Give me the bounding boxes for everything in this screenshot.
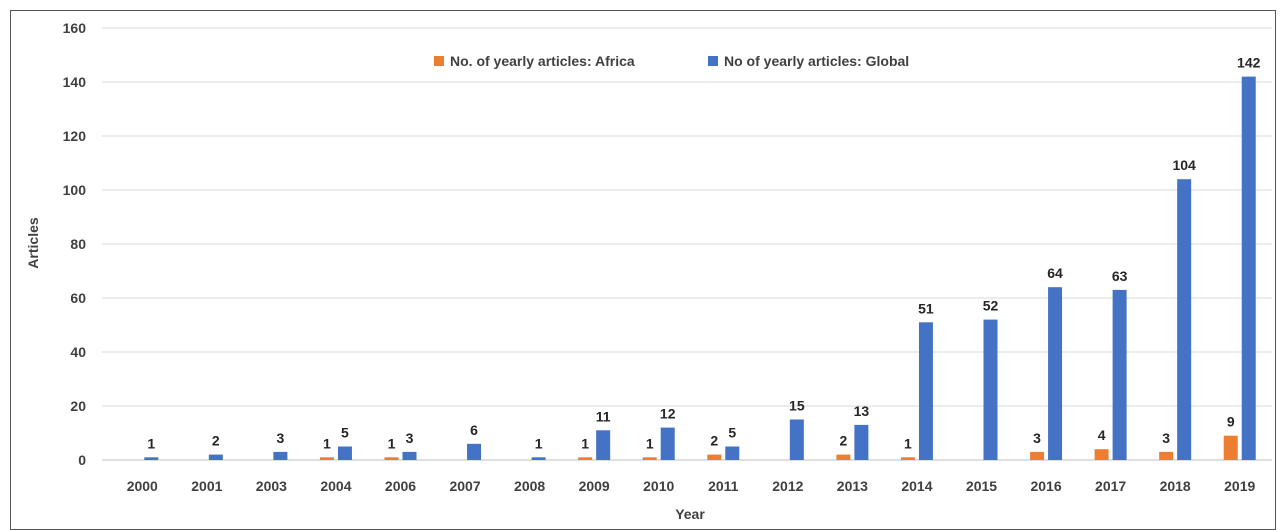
x-tick-label: 2003 xyxy=(256,478,287,494)
x-tick-label: 2001 xyxy=(191,478,222,494)
data-label-global-2000: 1 xyxy=(147,435,155,451)
data-label-global-2007: 6 xyxy=(470,422,478,438)
x-tick-label: 2012 xyxy=(772,478,803,494)
bar-global-2012 xyxy=(789,419,804,460)
bar-global-2000 xyxy=(144,457,159,460)
data-label-africa-2013: 2 xyxy=(839,433,847,449)
data-label-africa-2010: 1 xyxy=(646,435,654,451)
data-label-africa-2004: 1 xyxy=(323,435,331,451)
data-label-global-2017: 63 xyxy=(1112,268,1128,284)
bar-global-2003 xyxy=(273,451,288,460)
data-label-global-2014: 51 xyxy=(918,300,934,316)
data-label-global-2010: 12 xyxy=(660,406,676,422)
x-tick-label: 2008 xyxy=(514,478,545,494)
legend-swatch-africa xyxy=(434,56,444,66)
x-tick-label: 2009 xyxy=(579,478,610,494)
bar-africa-2016 xyxy=(1030,451,1045,460)
x-axis-title: Year xyxy=(675,506,705,522)
legend: No. of yearly articles: Africa No of yea… xyxy=(434,53,909,69)
data-label-global-2001: 2 xyxy=(212,433,220,449)
bar-global-2006 xyxy=(402,451,417,460)
y-tick-label: 160 xyxy=(63,20,87,36)
y-tick-label: 120 xyxy=(63,128,87,144)
bar-africa-2004 xyxy=(319,457,334,460)
y-axis-title: Articles xyxy=(25,217,41,269)
x-tick-label: 2006 xyxy=(385,478,416,494)
bar-global-2004 xyxy=(337,446,352,460)
data-label-africa-2014: 1 xyxy=(904,435,912,451)
bar-africa-2013 xyxy=(836,454,851,460)
bar-africa-2014 xyxy=(900,457,915,460)
y-tick-label: 20 xyxy=(70,398,86,414)
y-tick-label: 40 xyxy=(70,344,86,360)
y-tick-label: 0 xyxy=(78,452,86,468)
x-tick-label: 2017 xyxy=(1095,478,1126,494)
y-tick-label: 80 xyxy=(70,236,86,252)
x-tick-label: 2004 xyxy=(320,478,351,494)
bar-global-2010 xyxy=(660,427,675,460)
bar-global-2008 xyxy=(531,457,546,460)
x-tick-label: 2015 xyxy=(966,478,997,494)
legend-label-africa: No. of yearly articles: Africa xyxy=(450,53,635,69)
data-label-global-2011: 5 xyxy=(728,425,736,441)
bar-africa-2009 xyxy=(578,457,593,460)
bar-global-2014 xyxy=(918,322,933,460)
data-label-africa-2016: 3 xyxy=(1033,430,1041,446)
y-tick-label: 140 xyxy=(63,74,87,90)
bar-global-2017 xyxy=(1112,289,1127,460)
bar-global-2018 xyxy=(1177,179,1192,460)
x-axis-ticks: 2000 2001 2003 2004 2006 2007 2008 2009 2010 2011… xyxy=(127,478,1256,494)
x-tick-label: 2013 xyxy=(837,478,868,494)
data-label-global-2018: 104 xyxy=(1172,157,1196,173)
x-tick-label: 2007 xyxy=(449,478,480,494)
bar-global-2009 xyxy=(596,430,611,460)
bar-global-2013 xyxy=(854,424,869,460)
bar-global-2001 xyxy=(208,454,223,460)
x-tick-label: 2010 xyxy=(643,478,674,494)
data-label-global-2016: 64 xyxy=(1047,265,1063,281)
data-label-global-2006: 3 xyxy=(406,430,414,446)
y-tick-label: 100 xyxy=(63,182,87,198)
bar-global-2019 xyxy=(1241,76,1256,460)
bar-global-2016 xyxy=(1048,287,1063,460)
data-label-africa-2006: 1 xyxy=(388,435,396,451)
data-label-global-2013: 13 xyxy=(854,403,870,419)
data-label-global-2015: 52 xyxy=(983,298,999,314)
y-axis-ticks: 0 20 40 60 80 100 120 140 160 xyxy=(63,20,87,468)
data-label-africa-2011: 2 xyxy=(710,433,718,449)
x-tick-label: 2000 xyxy=(127,478,158,494)
data-label-global-2004: 5 xyxy=(341,425,349,441)
bars xyxy=(144,76,1256,460)
data-label-global-2012: 15 xyxy=(789,398,805,414)
bar-africa-2019 xyxy=(1223,435,1238,460)
x-tick-label: 2019 xyxy=(1224,478,1255,494)
data-label-africa-2017: 4 xyxy=(1098,427,1106,443)
bar-global-2011 xyxy=(725,446,740,460)
x-tick-label: 2011 xyxy=(708,478,739,494)
data-label-global-2019: 142 xyxy=(1237,55,1261,71)
legend-swatch-global xyxy=(708,56,718,66)
data-label-global-2008: 1 xyxy=(535,435,543,451)
bar-africa-2010 xyxy=(642,457,657,460)
bar-africa-2018 xyxy=(1159,451,1174,460)
data-label-global-2009: 11 xyxy=(596,408,611,424)
bar-africa-2017 xyxy=(1094,449,1109,460)
x-tick-label: 2016 xyxy=(1030,478,1061,494)
data-label-africa-2018: 3 xyxy=(1162,430,1170,446)
x-tick-label: 2014 xyxy=(901,478,932,494)
bar-global-2007 xyxy=(467,443,482,460)
bar-africa-2006 xyxy=(384,457,399,460)
data-label-africa-2009: 1 xyxy=(581,435,589,451)
bar-global-2015 xyxy=(983,319,998,460)
y-tick-label: 60 xyxy=(70,290,86,306)
data-label-global-2003: 3 xyxy=(276,430,284,446)
bar-africa-2011 xyxy=(707,454,722,460)
x-tick-label: 2018 xyxy=(1160,478,1191,494)
data-label-africa-2019: 9 xyxy=(1227,414,1235,430)
gridlines xyxy=(102,27,1272,461)
legend-label-global: No of yearly articles: Global xyxy=(724,53,909,69)
